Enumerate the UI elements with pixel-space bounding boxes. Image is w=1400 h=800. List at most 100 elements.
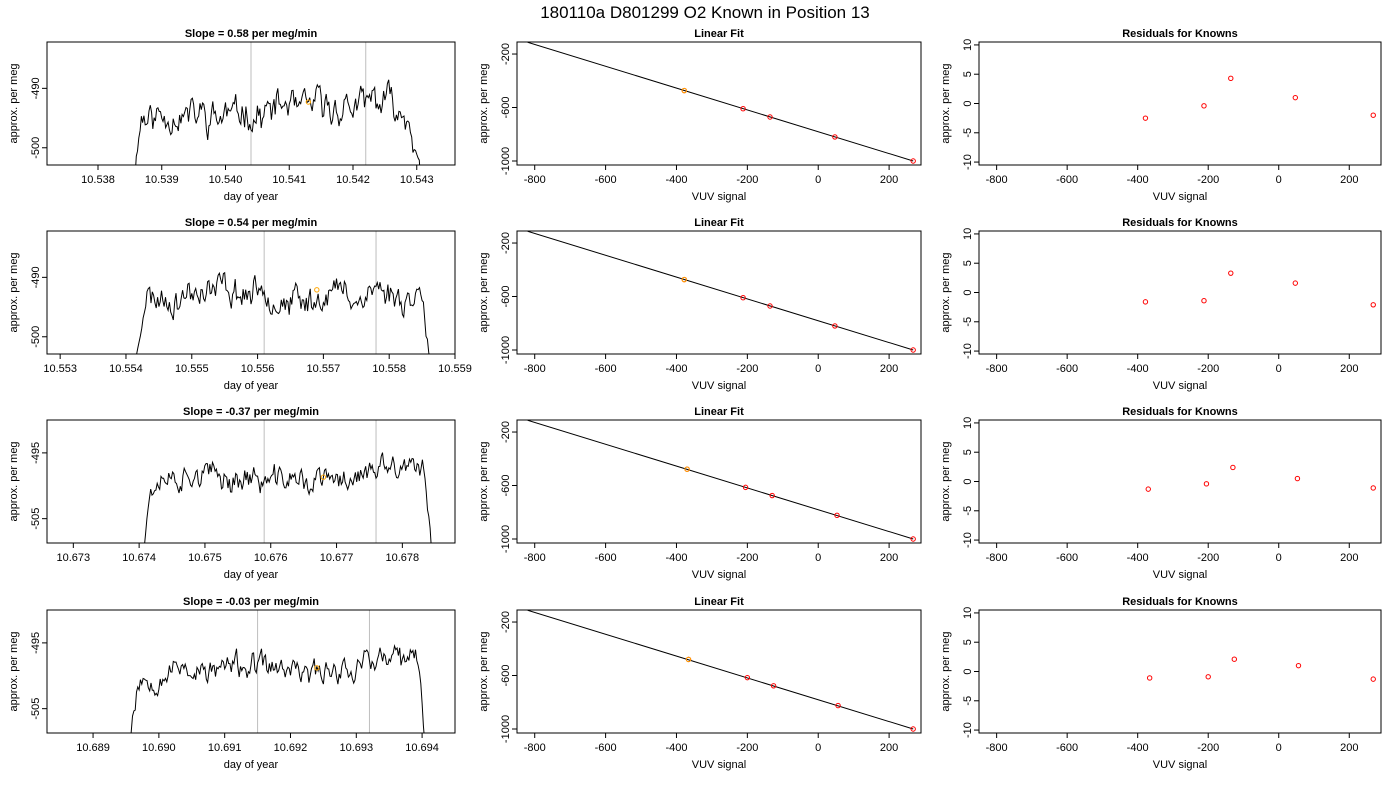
y-tick-label: -200: [500, 43, 512, 65]
y-tick-label: 10: [962, 228, 974, 240]
x-tick-label: 10.693: [339, 742, 373, 754]
plot-frame: [46, 419, 456, 544]
y-tick-label: -10: [962, 154, 974, 170]
fit-point: [744, 674, 751, 681]
x-axis-label: VUV signal: [692, 380, 746, 392]
y-tick-label: -5: [962, 696, 974, 706]
x-tick-label: 10.690: [142, 742, 176, 754]
y-axis-label: approx. per meg: [8, 63, 20, 143]
y-tick-label: -505: [30, 508, 42, 530]
x-tick-label: -200: [736, 552, 758, 564]
time-panel-row-1: Slope = 0.58 per meg/min 10.538 10.539 10.5…: [8, 28, 456, 203]
x-tick-label: 0: [1276, 363, 1282, 375]
known-point: [685, 656, 692, 663]
plot-frame: [978, 419, 1382, 544]
y-tick-label: -5: [962, 506, 974, 516]
y-tick-label: 10: [962, 417, 974, 429]
x-tick-label: 200: [880, 742, 898, 754]
fit-point: [910, 347, 916, 353]
y-tick-label: 10: [962, 39, 974, 51]
residual-point: [1142, 299, 1149, 305]
x-tick-label: -400: [1127, 174, 1149, 186]
x-tick-label: 0: [1276, 742, 1282, 754]
x-axis-label: VUV signal: [1153, 569, 1207, 581]
y-axis-label: approx. per meg: [478, 63, 490, 143]
resid-panel-row-1: Residuals for Knowns -800 -600 -400 -200 0 200…: [940, 28, 1382, 203]
x-tick-label: -600: [595, 552, 617, 564]
x-tick-label: 10.556: [241, 363, 275, 375]
x-tick-label: -200: [1197, 552, 1219, 564]
panel-title: Linear Fit: [694, 28, 744, 40]
x-tick-label: 10.689: [76, 742, 110, 754]
x-tick-label: 10.691: [208, 742, 242, 754]
fit-point: [742, 484, 749, 491]
y-tick-label: -600: [500, 285, 512, 307]
x-tick-label: -800: [524, 742, 546, 754]
plot-area: [527, 420, 916, 542]
fit-point: [769, 492, 775, 499]
plot-frame: [46, 41, 456, 166]
y-tick-label: -505: [30, 698, 42, 720]
residual-point: [1294, 475, 1301, 482]
residual-point: [1295, 662, 1302, 669]
x-tick-label: -400: [1127, 742, 1149, 754]
x-tick-label: -200: [1197, 363, 1219, 375]
resid-panel-row-4: Residuals for Knowns -800 -600 -400 -200 0 200…: [940, 596, 1382, 771]
y-tick-label: 0: [962, 100, 974, 106]
plot-area: [1145, 464, 1376, 492]
y-tick-label: -10: [962, 343, 974, 359]
y-tick-label: -10: [962, 722, 974, 738]
fit-point: [835, 702, 841, 709]
x-tick-label: -600: [595, 742, 617, 754]
fit-point: [767, 303, 773, 309]
panel-title: Slope = 0.54 per meg/min: [185, 217, 318, 229]
fit-line: [527, 231, 914, 351]
x-tick-label: 0: [815, 363, 821, 375]
residual-point: [1231, 656, 1238, 662]
fit-point: [910, 158, 916, 164]
residual-point: [1370, 112, 1376, 118]
x-tick-label: 10.694: [405, 742, 439, 754]
plot-area: [135, 42, 421, 165]
x-tick-label: -200: [736, 174, 758, 186]
x-tick-label: 10.538: [81, 174, 115, 186]
x-axis-label: VUV signal: [692, 191, 746, 203]
fit-point: [740, 295, 746, 301]
y-axis-label: approx. per meg: [8, 441, 20, 521]
y-tick-label: -200: [500, 421, 512, 443]
y-tick-label: -500: [30, 137, 42, 159]
x-axis-label: VUV signal: [692, 569, 746, 581]
x-tick-label: -400: [665, 363, 687, 375]
fit-panel-row-3: Linear Fit -800 -600 -400 -200 0 200 -200 -600 -1…: [478, 406, 922, 581]
mean-marker: [314, 665, 320, 671]
time-panel-row-4: Slope = -0.03 per meg/min 10.689 10.690 10.…: [8, 596, 456, 771]
mean-marker: [305, 99, 312, 105]
panel-title: Slope = -0.37 per meg/min: [183, 406, 319, 418]
y-tick-label: -10: [962, 532, 974, 548]
x-axis-label: VUV signal: [1153, 191, 1207, 203]
signal-trace: [130, 644, 425, 733]
y-axis-label: approx. per meg: [478, 631, 490, 711]
fit-point: [910, 536, 916, 542]
plot-area: [527, 231, 916, 353]
residual-point: [1201, 103, 1207, 109]
residual-point: [1145, 486, 1151, 492]
x-tick-label: -400: [1127, 363, 1149, 375]
y-tick-label: -500: [30, 326, 42, 348]
x-tick-label: 10.555: [175, 363, 209, 375]
panel-title: Residuals for Knowns: [1122, 406, 1238, 418]
y-tick-label: 0: [962, 289, 974, 295]
y-axis-label: approx. per meg: [478, 441, 490, 521]
y-tick-label: -1000: [500, 147, 512, 175]
fit-panel-row-1: Linear Fit -800 -600 -400 -200 0 200 -200 -600 -1…: [478, 28, 922, 203]
x-axis-label: VUV signal: [692, 759, 746, 771]
panel-title: Slope = -0.03 per meg/min: [183, 596, 319, 608]
y-tick-label: -490: [30, 77, 42, 99]
plot-area: [527, 610, 916, 732]
fit-point: [770, 683, 777, 689]
x-tick-label: 200: [880, 363, 898, 375]
x-tick-label: -600: [1056, 363, 1078, 375]
y-tick-label: -495: [30, 632, 42, 654]
signal-trace: [144, 452, 432, 543]
